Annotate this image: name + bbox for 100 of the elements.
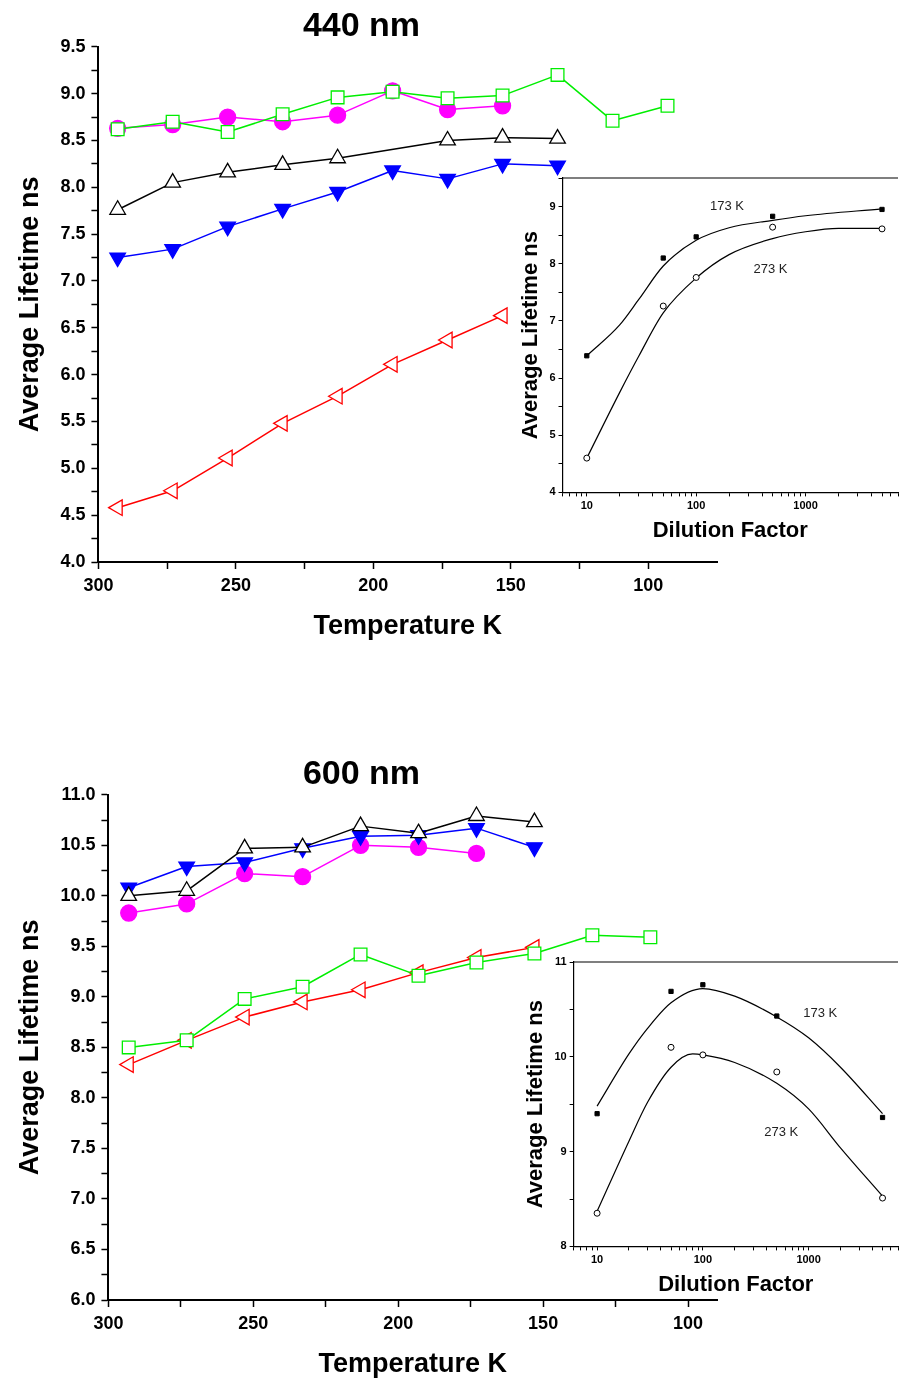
x-tick-label: 300 (83, 574, 114, 595)
annotation: 273 K (764, 1124, 799, 1140)
point (165, 114, 180, 129)
y-tick-label: 11.0 (61, 783, 96, 804)
point (549, 160, 566, 176)
y-tick-label: 9.0 (70, 985, 96, 1006)
y-axis-title: Average Lifetime ns (517, 231, 543, 440)
y-tick-label: 8.5 (60, 129, 86, 150)
x-tick-label: 250 (238, 1312, 269, 1333)
point (274, 203, 292, 219)
y-tick-label: 8 (560, 1239, 567, 1252)
x-tick-label: 100 (633, 574, 664, 595)
point (440, 91, 455, 106)
x-tick-label: 200 (383, 1312, 414, 1333)
y-tick-label: 5.5 (60, 410, 86, 431)
point (236, 838, 254, 854)
y-tick-label: 9.5 (60, 35, 86, 56)
x-tick-label: 100 (686, 499, 706, 512)
point (178, 881, 196, 896)
point (218, 108, 237, 126)
point (410, 823, 427, 839)
point (328, 106, 347, 124)
y-tick-label: 8.0 (70, 1086, 96, 1107)
point (411, 968, 426, 983)
point (525, 812, 543, 828)
x-axis-title: Dilution Factor (658, 1270, 814, 1296)
y-tick-label: 10.0 (60, 884, 96, 905)
point (550, 67, 565, 82)
y-tick-label: 6.0 (70, 1288, 96, 1309)
y-tick-label: 6.5 (70, 1238, 96, 1259)
y-tick-label: 7.5 (70, 1137, 96, 1158)
x-axis-title: Temperature K (313, 610, 503, 641)
point (353, 947, 368, 962)
x-axis-title: Dilution Factor (652, 516, 809, 542)
y-tick-label: 7.0 (60, 269, 86, 290)
y-tick-label: 6.5 (60, 316, 86, 337)
y-tick-label: 11 (554, 955, 567, 968)
x-tick-label: 10 (580, 499, 593, 512)
annotation: 173 K (803, 1004, 838, 1020)
y-axis-title: Average Lifetime ns (13, 919, 44, 1176)
y-tick-label: 8.5 (70, 1036, 96, 1057)
point (585, 928, 600, 943)
x-tick-label: 1000 (796, 1253, 821, 1266)
point (469, 955, 484, 970)
point (439, 173, 457, 189)
point (330, 90, 345, 105)
x-tick-label: 10 (590, 1253, 604, 1266)
x-tick-label: 1000 (793, 499, 818, 512)
x-tick-label: 150 (528, 1312, 559, 1333)
point (605, 113, 620, 128)
y-tick-label: 6.0 (60, 363, 86, 384)
point (294, 837, 312, 853)
y-axis-title: Average Lifetime ns (522, 1000, 548, 1209)
x-tick-label: 200 (358, 574, 389, 595)
y-tick-label: 9 (549, 199, 556, 212)
y-tick-label: 7 (549, 313, 556, 326)
y-tick-label: 10 (554, 1049, 567, 1062)
y-tick-label: 4.5 (60, 504, 86, 525)
point (295, 979, 310, 994)
y-tick-label: 7.0 (70, 1187, 96, 1208)
point (237, 991, 252, 1006)
point (495, 88, 510, 103)
y-tick-label: 7.5 (60, 223, 86, 244)
point (120, 904, 138, 922)
x-tick-label: 100 (673, 1312, 704, 1333)
point (352, 816, 369, 832)
point (275, 107, 290, 122)
y-tick-label: 8 (549, 256, 556, 269)
point (220, 125, 235, 140)
y-tick-label: 9.0 (60, 82, 86, 103)
x-tick-label: 100 (693, 1253, 713, 1266)
annotation: 273 K (753, 260, 788, 276)
point (120, 886, 138, 901)
point (527, 946, 542, 961)
y-tick-label: 6 (549, 371, 556, 384)
y-tick-label: 8.0 (60, 176, 86, 197)
y-tick-label: 4.0 (60, 550, 86, 571)
x-axis-title: Temperature K (318, 1348, 508, 1379)
y-tick-label: 10.5 (60, 834, 96, 855)
point (468, 806, 485, 822)
chart-title: 600 nm (302, 752, 421, 791)
x-tick-label: 150 (495, 574, 526, 595)
point (108, 499, 123, 517)
point (467, 844, 486, 863)
chart-title: 440 nm (302, 4, 421, 43)
point (494, 158, 511, 174)
annotation: 173 K (709, 197, 745, 213)
y-tick-label: 4 (549, 485, 557, 498)
y-tick-label: 9 (560, 1144, 567, 1157)
y-tick-label: 5 (549, 428, 556, 441)
point (164, 243, 182, 259)
y-tick-label: 5.0 (60, 457, 86, 478)
point (293, 867, 312, 886)
point (178, 895, 196, 913)
y-tick-label: 9.5 (70, 935, 96, 956)
point (329, 186, 347, 202)
x-tick-label: 300 (93, 1312, 124, 1333)
point (163, 482, 178, 500)
y-axis-title: Average Lifetime ns (13, 176, 44, 433)
x-tick-label: 250 (220, 574, 251, 595)
